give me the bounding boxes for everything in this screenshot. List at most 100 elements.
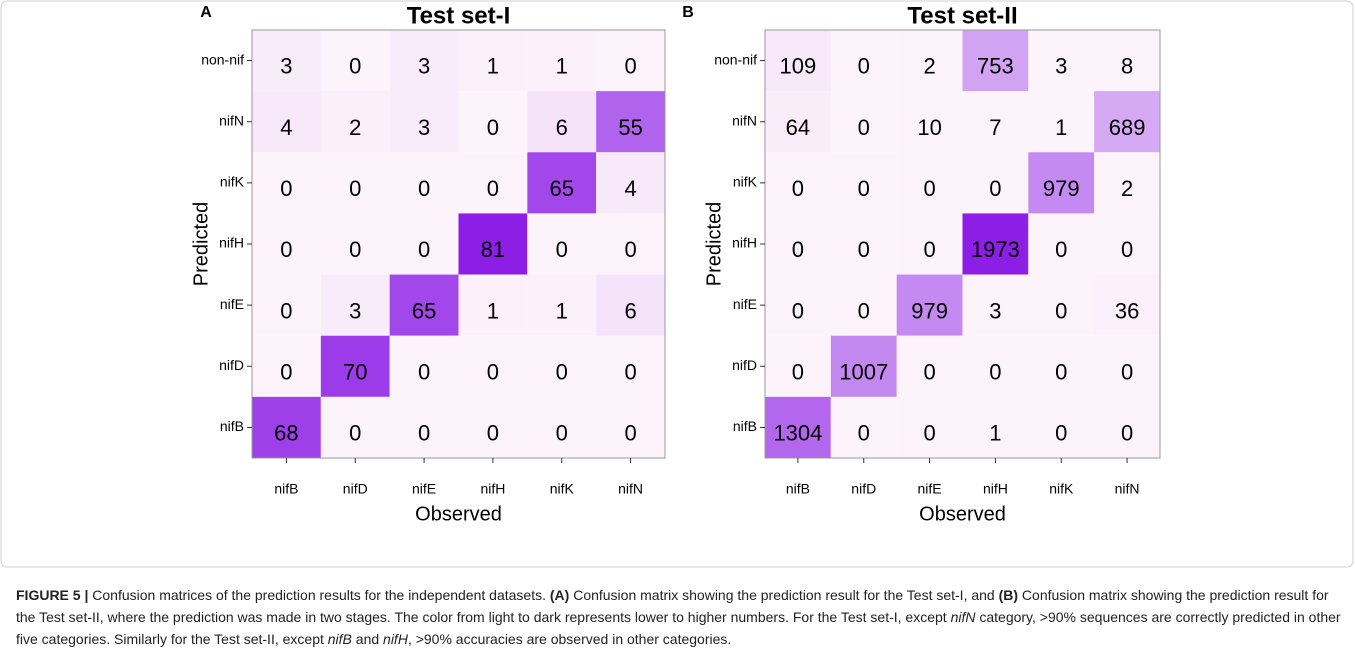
cell [527, 213, 597, 275]
cell [458, 152, 528, 214]
cell-label: 0 [1055, 421, 1067, 446]
cell-label: 65 [412, 298, 436, 323]
cell-label: 2 [349, 115, 361, 140]
y-tick-label: nifB [733, 418, 757, 434]
cell-label: 0 [418, 359, 430, 384]
y-tick-label: nifD [219, 357, 244, 373]
x-tick-label: nifK [1049, 481, 1074, 497]
cell [389, 335, 459, 397]
cell-label: 0 [624, 237, 636, 262]
cell [527, 396, 597, 458]
cell-label: 1 [1055, 115, 1067, 140]
x-axis-label: Observed [919, 503, 1006, 525]
cell [765, 396, 831, 458]
cell-label: 3 [349, 298, 361, 323]
cell [962, 152, 1029, 214]
cell [962, 335, 1029, 397]
chart-title: Test set-I [407, 2, 511, 29]
cell-label: 0 [858, 298, 870, 323]
cell-label: 0 [487, 115, 499, 140]
cell-label: 979 [1043, 176, 1080, 201]
cell-label: 0 [349, 54, 361, 79]
cell-label: 0 [556, 359, 568, 384]
y-axis-label: Predicted [190, 202, 212, 287]
cell-label: 0 [487, 359, 499, 384]
cell-label: 6 [556, 115, 568, 140]
cell [830, 335, 897, 397]
cell-label: 3 [1055, 54, 1067, 79]
cell-label: 0 [349, 421, 361, 446]
cell [320, 91, 390, 153]
figure: A Test set-I3 0 3 1 1 04 2 3 0 6 550 0 0 0 65 40 0 0 81 0 00 3… [0, 0, 1354, 568]
cell-label: 1 [989, 421, 1001, 446]
cell-label: 0 [923, 421, 935, 446]
caption-text: Confusion matrix showing the prediction … [569, 587, 999, 603]
cell [765, 152, 831, 214]
cell-label: 0 [923, 359, 935, 384]
caption-text: Confusion matrix showing the prediction … [16, 587, 1329, 625]
figure-frame [0, 0, 1354, 568]
cell-label: 0 [1121, 237, 1133, 262]
cell [389, 274, 459, 336]
cell-label: 64 [786, 115, 810, 140]
cell-label: 4 [624, 176, 636, 201]
cell [1094, 396, 1160, 458]
x-axis-label: Observed [415, 503, 502, 525]
cell [962, 91, 1029, 153]
x-tick-label: nifK [550, 481, 575, 497]
cell-label: 0 [280, 237, 292, 262]
x-tick-label: nifB [786, 481, 810, 497]
cell [389, 91, 459, 153]
cell-label: 0 [280, 176, 292, 201]
cell-label: 10 [917, 115, 941, 140]
cell [765, 30, 831, 92]
y-tick-label: nifH [732, 235, 757, 251]
cell [252, 213, 321, 275]
y-tick-label: nifE [733, 296, 757, 312]
cell [896, 335, 963, 397]
cell [1094, 274, 1160, 336]
x-tick-label: nifB [274, 481, 298, 497]
cell [896, 396, 963, 458]
cell-label: 0 [1055, 237, 1067, 262]
cell-label: 1007 [839, 359, 888, 384]
cell [896, 152, 963, 214]
cell [252, 274, 321, 336]
cell [896, 30, 963, 92]
caption-text: nifN [950, 609, 976, 625]
cell [596, 30, 665, 92]
cell-label: 2 [1121, 176, 1133, 201]
cell-label: 0 [792, 237, 804, 262]
cell-label: 1 [487, 298, 499, 323]
x-tick-label: nifE [412, 481, 436, 497]
cell [1094, 213, 1160, 275]
cell [320, 396, 390, 458]
cell [765, 335, 831, 397]
cell-label: 0 [1055, 359, 1067, 384]
y-tick-label: nifN [732, 112, 757, 128]
cell [896, 274, 963, 336]
cell [596, 274, 665, 336]
caption-text: FIGURE 5 | [16, 587, 89, 603]
cell-label: 109 [780, 54, 817, 79]
y-tick-label: nifE [220, 296, 244, 312]
cell [389, 152, 459, 214]
y-tick-label: nifH [219, 235, 244, 251]
cell-label: 0 [487, 421, 499, 446]
cell [596, 152, 665, 214]
cell [962, 274, 1029, 336]
cell [1028, 396, 1095, 458]
x-tick-label: nifE [918, 481, 942, 497]
cell-label: 1973 [971, 237, 1020, 262]
cell [252, 91, 321, 153]
cell-label: 1 [556, 298, 568, 323]
cell [596, 91, 665, 153]
cell [1094, 30, 1160, 92]
cell [252, 152, 321, 214]
cell-label: 0 [349, 237, 361, 262]
y-tick-label: nifD [732, 357, 757, 373]
cell [527, 30, 597, 92]
cell-label: 8 [1121, 54, 1133, 79]
cell-label: 0 [858, 54, 870, 79]
cell [1094, 335, 1160, 397]
